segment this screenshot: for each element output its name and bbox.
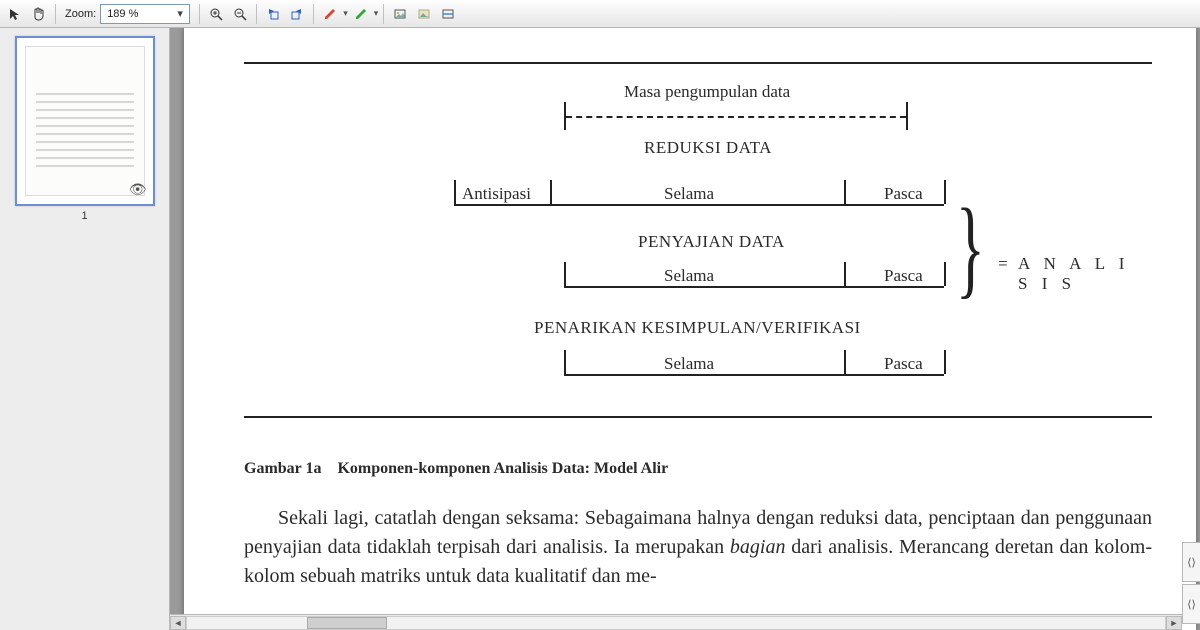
- page-viewer[interactable]: Masa pengumpulan data REDUKSI DATA Antis…: [170, 28, 1200, 630]
- scroll-track[interactable]: [186, 616, 1166, 630]
- label-penarikan: PENARIKAN KESIMPULAN/VERIFIKASI: [534, 318, 861, 338]
- zoom-out-icon[interactable]: [229, 3, 251, 25]
- pencil-green-icon[interactable]: [350, 3, 372, 25]
- diagram-tick: [844, 262, 846, 286]
- diagram-line: [564, 374, 944, 376]
- vtab-button[interactable]: ⟨⟩: [1182, 542, 1200, 582]
- diagram-tick: [944, 180, 946, 204]
- label-selama: Selama: [664, 354, 714, 374]
- toolbar-separator: [199, 4, 200, 24]
- hand-tool-icon[interactable]: [28, 3, 50, 25]
- vertical-tabs: ⟨⟩ ⟨⟩: [1182, 28, 1200, 630]
- scroll-left-icon[interactable]: ◄: [170, 616, 186, 630]
- toolbar: Zoom: 189 % ▾ ▾ ▾: [0, 0, 1200, 28]
- thumbnail-panel: 👁 1: [0, 28, 170, 630]
- scan-icon[interactable]: [437, 3, 459, 25]
- label-selama: Selama: [664, 266, 714, 286]
- diagram-tick: [844, 350, 846, 374]
- label-pasca: Pasca: [884, 354, 923, 374]
- label-masa-pengumpulan: Masa pengumpulan data: [624, 82, 790, 102]
- diagram-tick: [564, 350, 566, 374]
- caption-text: Komponen-komponen Analisis Data: Model A…: [337, 460, 668, 477]
- toolbar-separator: [313, 4, 314, 24]
- caption-prefix: Gambar 1a: [244, 460, 321, 477]
- toolbar-separator: [383, 4, 384, 24]
- zoom-value: 189 %: [107, 8, 138, 20]
- diagram-tick: [944, 262, 946, 286]
- label-reduksi: REDUKSI DATA: [644, 138, 772, 158]
- horizontal-scrollbar[interactable]: ◄ ►: [170, 614, 1182, 630]
- zoom-label: Zoom:: [65, 8, 96, 20]
- diagram-tick: [944, 350, 946, 374]
- toolbar-separator: [55, 4, 56, 24]
- diagram-bottom-rule: [244, 416, 1152, 418]
- zoom-in-icon[interactable]: [205, 3, 227, 25]
- label-selama: Selama: [664, 184, 714, 204]
- label-analisis: A N A L I S I S: [1018, 254, 1152, 294]
- diagram-tick: [564, 262, 566, 286]
- pencil-red-icon[interactable]: [319, 3, 341, 25]
- thumbnail-page-1[interactable]: 👁: [15, 36, 155, 206]
- diagram-top-rule: [244, 62, 1152, 64]
- main-area: 👁 1 Masa pengumpulan data REDUKSI DATA A…: [0, 28, 1200, 630]
- label-pasca: Pasca: [884, 266, 923, 286]
- toolbar-separator: [256, 4, 257, 24]
- scroll-right-icon[interactable]: ►: [1166, 616, 1182, 630]
- diagram-model-alir: Masa pengumpulan data REDUKSI DATA Antis…: [244, 56, 1152, 446]
- zoom-dropdown[interactable]: 189 % ▾: [100, 4, 190, 24]
- scroll-thumb[interactable]: [307, 617, 387, 629]
- thumbnail-preview: [25, 46, 145, 196]
- label-equals: =: [998, 254, 1008, 274]
- zoom-group: Zoom: 189 % ▾: [65, 4, 190, 24]
- thumbnail-number: 1: [6, 210, 163, 222]
- pointer-tool-icon[interactable]: [4, 3, 26, 25]
- diagram-tick: [906, 102, 908, 130]
- rotate-left-icon[interactable]: [262, 3, 284, 25]
- image-tool-icon[interactable]: [389, 3, 411, 25]
- diagram-dashed-line: [566, 116, 906, 118]
- diagram-tick: [550, 180, 552, 204]
- chevron-down-icon[interactable]: ▾: [343, 8, 348, 19]
- diagram-tick: [844, 180, 846, 204]
- diagram-line: [564, 286, 944, 288]
- rotate-right-icon[interactable]: [286, 3, 308, 25]
- vtab-button[interactable]: ⟨⟩: [1182, 584, 1200, 624]
- brace-right: }: [956, 206, 985, 289]
- diagram-line: [454, 204, 944, 206]
- body-paragraph: Sekali lagi, catatlah dengan seksama: Se…: [244, 504, 1152, 591]
- chevron-down-icon: ▾: [173, 7, 187, 20]
- chevron-down-icon[interactable]: ▾: [374, 8, 379, 19]
- label-antisipasi: Antisipasi: [462, 184, 531, 204]
- picture-icon[interactable]: [413, 3, 435, 25]
- page-content: Masa pengumpulan data REDUKSI DATA Antis…: [184, 28, 1196, 630]
- figure-caption: Gambar 1a Komponen-komponen Analisis Dat…: [244, 460, 1152, 478]
- eye-icon: 👁: [129, 181, 147, 198]
- diagram-tick: [454, 180, 456, 204]
- body-text-italic: bagian: [730, 536, 786, 558]
- label-pasca: Pasca: [884, 184, 923, 204]
- label-penyajian: PENYAJIAN DATA: [638, 232, 785, 252]
